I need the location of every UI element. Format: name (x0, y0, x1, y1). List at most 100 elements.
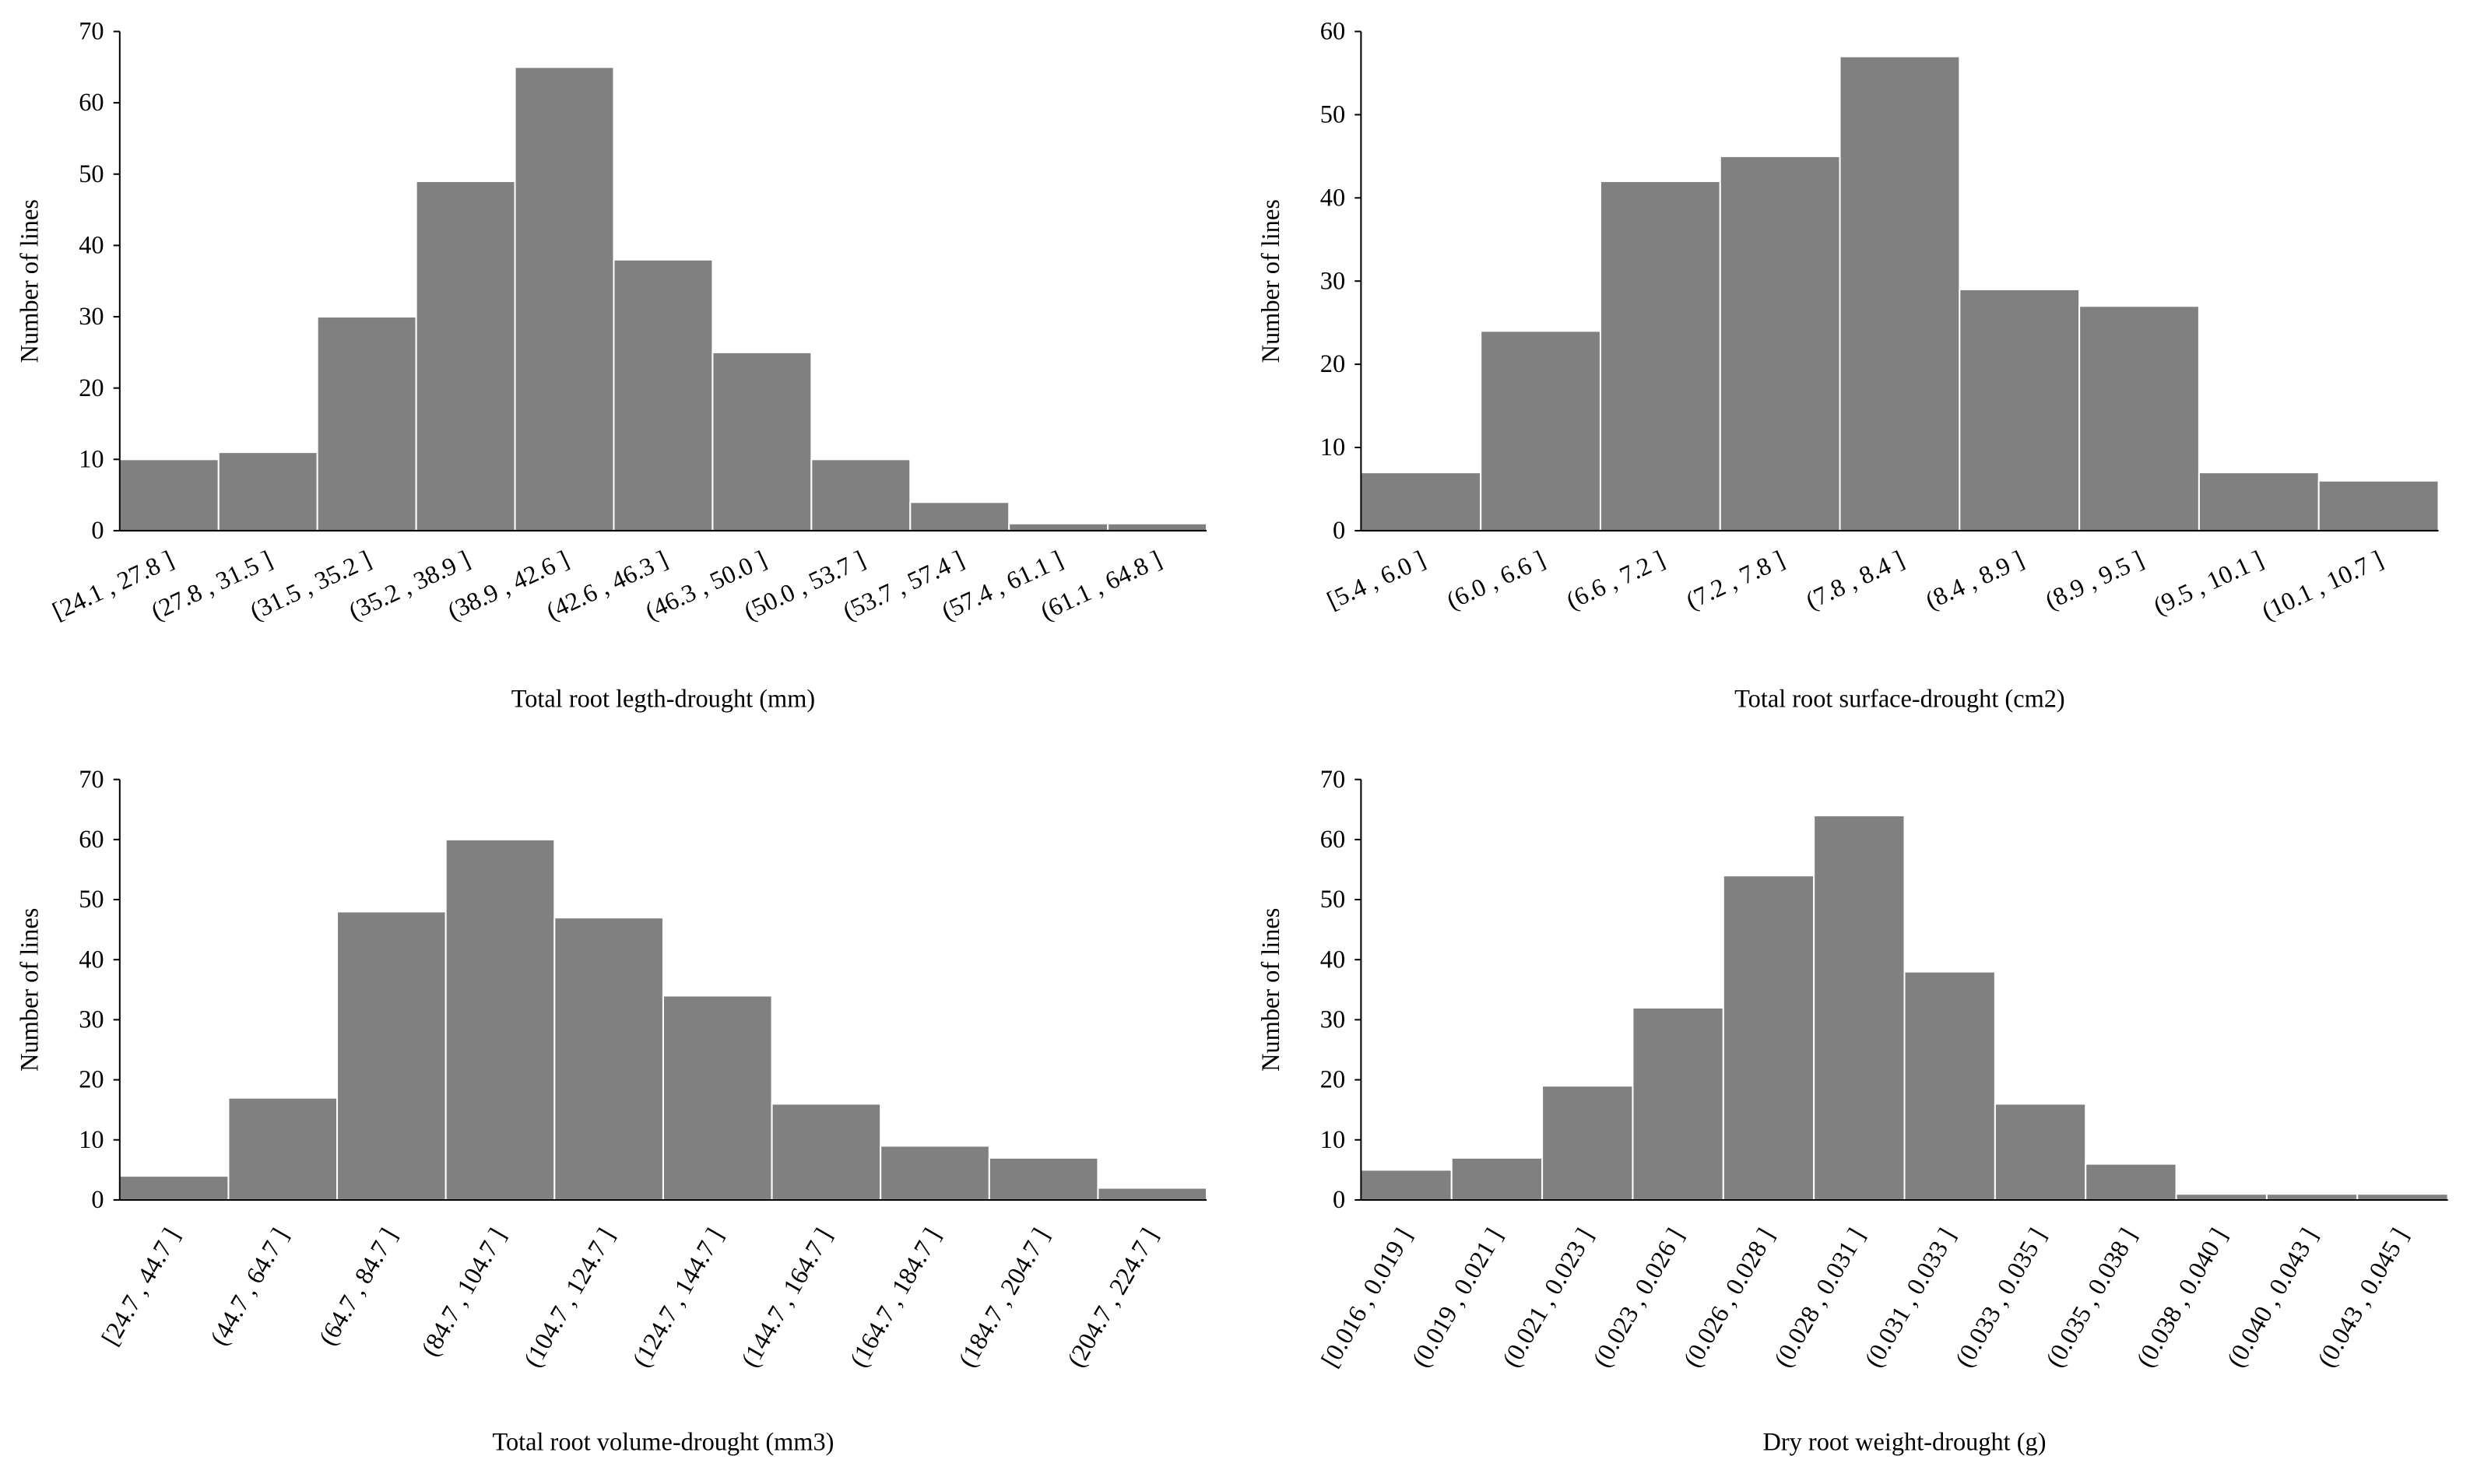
x-axis-title: Dry root weight-drought (g) (1763, 1429, 2047, 1457)
y-tick-label: 20 (79, 1066, 104, 1094)
x-tick-label: [24.7 , 44.7 ] (97, 1223, 186, 1350)
x-tick-label: (204.7 , 224.7 ] (1062, 1223, 1164, 1372)
x-tick-label: (84.7 , 104.7 ] (416, 1223, 512, 1361)
x-tick-label: (7.8 , 8.4 ] (1802, 546, 1909, 616)
bar (1480, 330, 1601, 532)
bar (2198, 472, 2320, 532)
bar (217, 451, 318, 532)
y-tick-label: 30 (1320, 267, 1345, 295)
y-tick-label: 50 (79, 886, 104, 914)
bar (880, 1145, 990, 1201)
y-tick-label: 60 (1320, 826, 1345, 854)
y-tick-label: 70 (1320, 766, 1345, 794)
bar (1599, 180, 1721, 532)
bar (1008, 522, 1109, 532)
bar (2317, 479, 2440, 532)
y-tick-label: 30 (1320, 1006, 1345, 1034)
bar (771, 1103, 882, 1201)
x-axis-title: Total root legth-drought (mm) (511, 686, 815, 714)
bar (316, 316, 417, 532)
y-tick-label: 10 (1320, 1126, 1345, 1154)
y-tick-label: 10 (1320, 433, 1345, 461)
x-tick-label: (0.021 , 0.023 ] (1497, 1223, 1599, 1372)
x-tick-label: (8.9 , 9.5 ] (2041, 546, 2148, 616)
x-tick-label: (164.7 , 184.7 ] (845, 1223, 947, 1372)
bar (2078, 305, 2200, 532)
y-tick-label: 10 (79, 445, 104, 473)
bar (988, 1156, 1099, 1201)
x-tick-label: [0.016 , 0.019 ] (1316, 1223, 1418, 1372)
bar (444, 838, 556, 1201)
bar (1360, 1169, 1453, 1201)
bar (336, 910, 447, 1201)
x-tick-label: (104.7 , 124.7 ] (518, 1223, 620, 1372)
bar (1994, 1103, 2087, 1201)
y-axis-title: Number of lines (1257, 908, 1285, 1072)
y-tick-label: 30 (79, 1006, 104, 1034)
x-tick-label: (64.7 , 84.7 ] (314, 1223, 403, 1350)
bar (1632, 1006, 1724, 1201)
bar (118, 458, 220, 532)
bar (118, 1175, 230, 1201)
y-tick-label: 10 (79, 1126, 104, 1154)
y-tick-label: 40 (79, 232, 104, 260)
bar (1107, 522, 1208, 532)
bar (2085, 1163, 2177, 1201)
y-tick-label: 50 (79, 160, 104, 188)
bar (711, 351, 813, 532)
x-tick-label: (0.035 , 0.038 ] (2040, 1223, 2142, 1372)
x-tick-label: (9.5 , 10.1 ] (2149, 546, 2268, 620)
y-tick-label: 70 (79, 18, 104, 46)
bar (662, 995, 773, 1201)
x-tick-label: (6.6 , 7.2 ] (1562, 546, 1669, 616)
y-tick-label: 0 (91, 1186, 104, 1214)
x-tick-label: (0.043 , 0.045 ] (2313, 1223, 2415, 1372)
bar (1450, 1156, 1544, 1201)
y-tick-label: 0 (1333, 1186, 1345, 1214)
y-tick-label: 70 (79, 766, 104, 794)
x-tick-label: (0.038 , 0.040 ] (2131, 1223, 2233, 1372)
y-tick-label: 20 (1320, 350, 1345, 378)
bar (1839, 55, 1961, 532)
x-tick-label: (10.1 , 10.7 ] (2257, 546, 2387, 626)
x-tick-label: (144.7 , 164.7 ] (736, 1223, 838, 1372)
y-axis-title: Number of lines (16, 199, 44, 363)
y-tick-label: 20 (1320, 1066, 1345, 1094)
y-tick-label: 20 (79, 374, 104, 402)
x-tick-label: (184.7 , 204.7 ] (954, 1223, 1056, 1372)
bar (1097, 1187, 1208, 1201)
y-tick-label: 30 (79, 303, 104, 331)
bar (613, 258, 714, 532)
bar (1360, 472, 1482, 532)
bar (2175, 1193, 2268, 1201)
bar (2356, 1193, 2449, 1201)
x-tick-label: (0.031 , 0.033 ] (1860, 1223, 1962, 1372)
x-axis-title: Total root volume-drought (mm3) (492, 1429, 834, 1457)
x-tick-label: (0.028 , 0.031 ] (1769, 1223, 1871, 1372)
y-axis-title: Number of lines (16, 908, 44, 1072)
y-tick-label: 60 (1320, 18, 1345, 46)
y-tick-label: 40 (1320, 945, 1345, 974)
y-tick-label: 0 (1333, 517, 1345, 545)
y-tick-label: 50 (1320, 886, 1345, 914)
x-tick-label: (0.023 , 0.026 ] (1588, 1223, 1690, 1372)
x-tick-label: (0.019 , 0.021 ] (1407, 1223, 1509, 1372)
y-tick-label: 50 (1320, 101, 1345, 129)
bar (415, 180, 516, 532)
y-tick-label: 40 (1320, 184, 1345, 212)
bar (1722, 875, 1815, 1201)
x-axis-title: Total root surface-drought (cm2) (1734, 686, 2065, 714)
x-tick-label: (44.7 , 64.7 ] (206, 1223, 295, 1350)
bar (810, 458, 912, 532)
y-tick-label: 60 (79, 826, 104, 854)
bar (2265, 1193, 2359, 1201)
bar (1813, 814, 1906, 1201)
bar (553, 917, 664, 1201)
bar (1541, 1085, 1634, 1201)
x-tick-label: (8.4 , 8.9 ] (1921, 546, 2028, 616)
x-tick-label: (7.2 , 7.8 ] (1682, 546, 1789, 616)
bar (227, 1096, 339, 1201)
bar (1903, 970, 1996, 1201)
